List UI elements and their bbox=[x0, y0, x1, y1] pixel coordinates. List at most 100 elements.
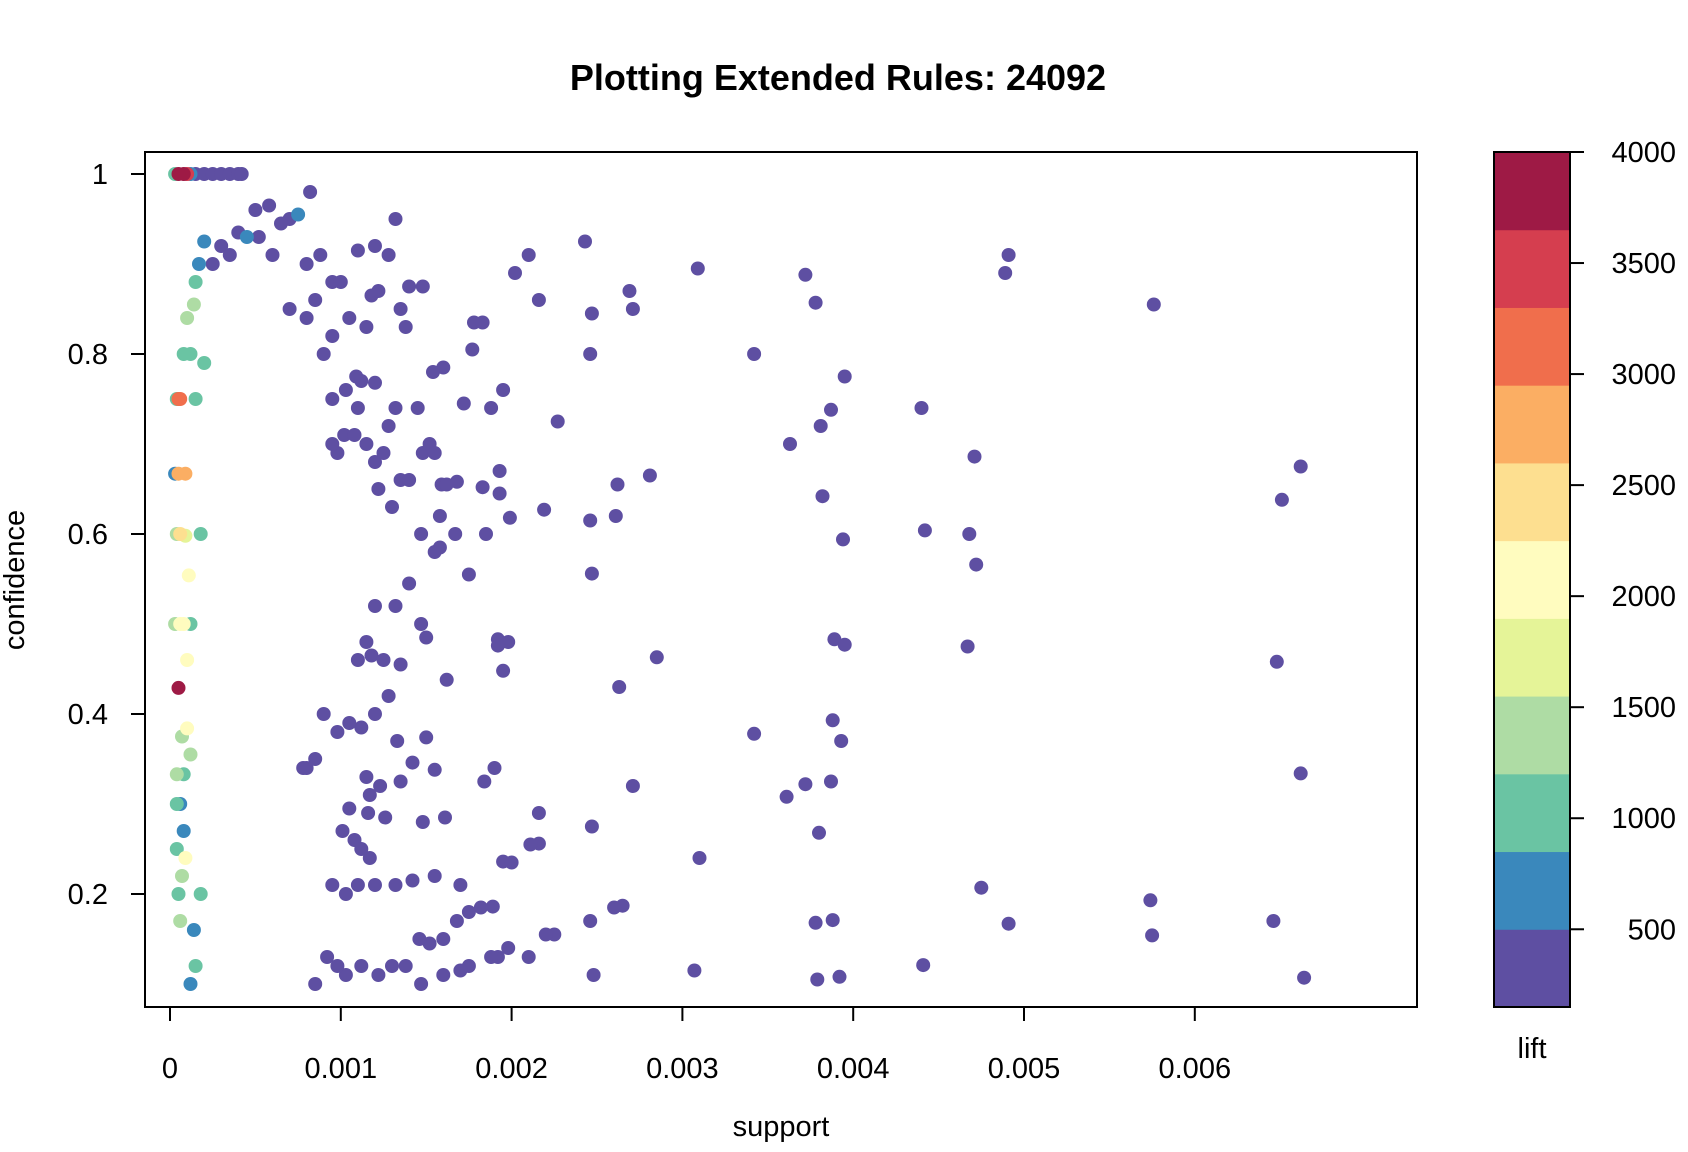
data-point bbox=[825, 913, 840, 928]
data-point bbox=[427, 446, 442, 460]
data-point bbox=[690, 261, 705, 276]
data-point bbox=[282, 302, 297, 316]
data-point bbox=[485, 899, 500, 914]
x-tick-label: 0.002 bbox=[475, 1053, 548, 1085]
data-point bbox=[583, 347, 598, 361]
data-point bbox=[531, 806, 546, 820]
data-point bbox=[916, 958, 931, 973]
color-legend-bin bbox=[1494, 462, 1570, 542]
data-point bbox=[313, 248, 328, 262]
data-point bbox=[402, 473, 417, 487]
data-point bbox=[496, 663, 511, 678]
data-point bbox=[388, 599, 403, 613]
data-point bbox=[188, 275, 203, 289]
y-tick-label: 0.6 bbox=[68, 519, 108, 551]
data-point bbox=[1143, 893, 1158, 908]
data-point bbox=[415, 815, 430, 829]
data-point bbox=[378, 810, 393, 825]
y-tick-label: 1 bbox=[92, 159, 108, 191]
data-point bbox=[586, 968, 601, 982]
data-point bbox=[251, 230, 266, 244]
y-axis: 0.2 0.4 0.6 0.8 1 bbox=[68, 159, 146, 911]
data-point bbox=[381, 248, 396, 262]
data-point bbox=[834, 734, 849, 748]
data-point bbox=[496, 383, 511, 397]
data-point bbox=[308, 977, 323, 991]
data-point bbox=[798, 267, 813, 282]
data-point bbox=[1145, 928, 1160, 943]
data-point bbox=[521, 248, 536, 262]
data-point bbox=[612, 680, 627, 694]
data-point bbox=[265, 248, 280, 262]
data-point bbox=[487, 761, 502, 775]
data-point bbox=[393, 774, 408, 789]
data-point bbox=[342, 311, 357, 325]
data-point bbox=[914, 401, 929, 415]
data-point bbox=[359, 320, 374, 334]
data-point bbox=[371, 968, 386, 982]
data-point bbox=[812, 825, 826, 840]
data-point bbox=[171, 680, 186, 695]
data-point bbox=[523, 837, 538, 852]
data-point bbox=[239, 230, 254, 244]
data-point bbox=[1293, 766, 1308, 781]
data-point bbox=[405, 755, 420, 770]
x-axis-label: support bbox=[733, 1111, 830, 1143]
data-point bbox=[359, 770, 374, 784]
data-point bbox=[521, 950, 536, 964]
data-point bbox=[169, 842, 184, 856]
color-legend-bin bbox=[1494, 229, 1570, 308]
data-point bbox=[537, 502, 552, 517]
data-point bbox=[173, 617, 188, 631]
data-point bbox=[176, 824, 191, 838]
data-point bbox=[508, 266, 522, 280]
y-tick-label: 0.8 bbox=[68, 339, 108, 371]
data-point bbox=[398, 320, 413, 334]
data-point bbox=[484, 950, 499, 964]
data-point bbox=[186, 297, 201, 312]
data-point bbox=[205, 257, 220, 271]
data-point bbox=[393, 302, 408, 316]
data-point bbox=[501, 941, 516, 955]
data-point bbox=[583, 513, 598, 528]
data-point bbox=[308, 293, 323, 307]
data-point bbox=[376, 653, 391, 667]
data-point bbox=[354, 959, 369, 973]
data-point bbox=[388, 401, 403, 415]
data-point bbox=[824, 402, 838, 417]
data-point bbox=[381, 419, 396, 433]
data-point bbox=[354, 374, 369, 388]
x-tick-label: 0.005 bbox=[988, 1053, 1061, 1085]
data-point bbox=[338, 887, 353, 901]
data-point bbox=[642, 468, 657, 483]
data-point bbox=[436, 932, 451, 946]
data-point bbox=[465, 342, 480, 357]
color-legend-bin bbox=[1494, 929, 1570, 1008]
data-point bbox=[974, 880, 989, 895]
data-point bbox=[169, 797, 184, 811]
x-tick-label: 0.001 bbox=[305, 1053, 378, 1085]
y-tick-label: 0.2 bbox=[68, 879, 108, 911]
data-point bbox=[402, 279, 417, 294]
data-point bbox=[477, 774, 492, 789]
data-point bbox=[1269, 654, 1284, 669]
data-point bbox=[291, 207, 306, 222]
data-point bbox=[967, 449, 982, 464]
data-point bbox=[432, 509, 447, 523]
data-point bbox=[1293, 459, 1308, 474]
data-point bbox=[502, 510, 517, 525]
data-point bbox=[188, 392, 203, 406]
data-point bbox=[439, 477, 454, 492]
data-point bbox=[296, 761, 311, 775]
data-point bbox=[827, 632, 842, 647]
data-point bbox=[917, 523, 932, 538]
color-legend-tick-label: 1000 bbox=[1611, 803, 1676, 835]
data-point bbox=[584, 566, 599, 581]
data-point bbox=[193, 887, 208, 901]
data-point bbox=[405, 873, 420, 888]
data-point bbox=[584, 819, 599, 834]
data-point bbox=[316, 347, 331, 361]
data-point bbox=[402, 576, 417, 591]
color-legend-bin bbox=[1494, 307, 1570, 386]
